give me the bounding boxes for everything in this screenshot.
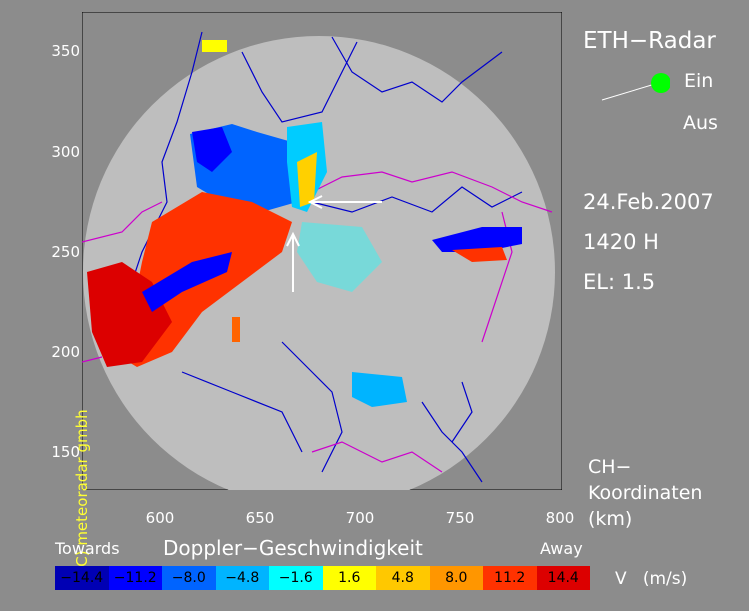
y-tick-150: 150 [51, 443, 80, 461]
y-tick-250: 250 [51, 243, 80, 261]
echo-deep-blue [192, 127, 232, 172]
wind-arrow-vertical-head [286, 231, 300, 247]
legend-towards: Towards [55, 539, 120, 558]
legend-bin: −14.4 [55, 566, 109, 590]
coords-label-line2: Koordinaten [588, 482, 703, 504]
wind-arrows [286, 195, 382, 292]
x-tick-600: 600 [145, 509, 175, 527]
echo-east-red [452, 247, 507, 262]
observation-time: 1420 H [583, 230, 659, 254]
wind-arrow-horizontal-head [307, 195, 323, 209]
legend-bin: −1.6 [269, 566, 323, 590]
legend-bin: 8.0 [429, 566, 483, 590]
y-tick-200: 200 [51, 343, 80, 361]
y-tick-350: 350 [51, 42, 80, 60]
status-on-label: Ein [684, 70, 714, 92]
status-indicator [601, 73, 670, 101]
y-tick-300: 300 [51, 143, 80, 161]
radar-plot [82, 12, 562, 490]
x-tick-800: 800 [545, 509, 575, 527]
legend-bin: −8.0 [162, 566, 216, 590]
radar-echoes [87, 40, 522, 407]
x-tick-700: 700 [345, 509, 375, 527]
legend-bin: 11.2 [483, 566, 537, 590]
elevation-angle: EL: 1.5 [583, 270, 656, 294]
legend-unit: V (m/s) [615, 569, 688, 589]
coords-label-line3: (km) [588, 508, 633, 530]
legend-title: Doppler−Geschwindigkeit [163, 536, 423, 560]
legend-bin: 14.4 [536, 566, 590, 590]
legend-bin: −4.8 [215, 566, 269, 590]
echo-east-blue [432, 227, 522, 252]
echo-yellow [297, 152, 317, 207]
radar-title: ETH−Radar [583, 28, 716, 54]
status-on-dot [651, 73, 670, 93]
status-off-label: Aus [683, 112, 718, 134]
observation-date: 24.Feb.2007 [583, 190, 714, 214]
echo-small-orange [232, 317, 240, 342]
legend-bin: −11.2 [108, 566, 162, 590]
coords-label-line1: CH− [588, 456, 632, 478]
legend-away: Away [540, 539, 583, 558]
legend-bin: 4.8 [376, 566, 430, 590]
x-tick-750: 750 [445, 509, 475, 527]
x-tick-650: 650 [245, 509, 275, 527]
echo-blue-streak [142, 252, 232, 312]
echo-scattered-center [297, 222, 382, 292]
echo-small-north [202, 40, 227, 52]
legend-bin: 1.6 [322, 566, 376, 590]
echo-south [352, 372, 407, 407]
